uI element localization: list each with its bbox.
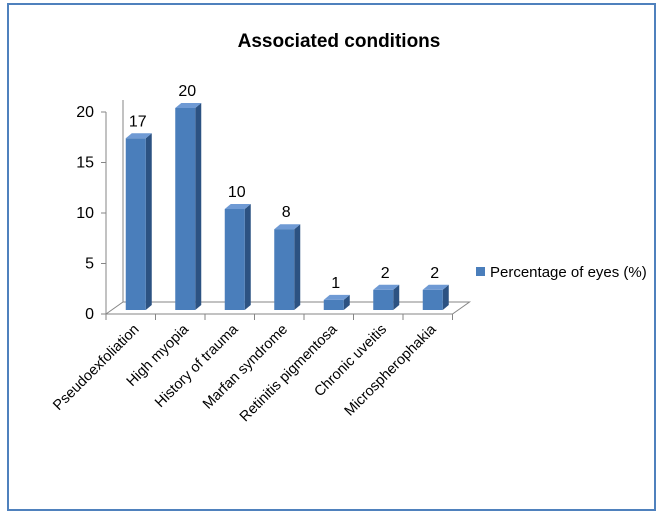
bar-top	[274, 224, 301, 230]
data-label: 2	[381, 265, 390, 282]
bar-side	[343, 294, 350, 310]
bar-top	[323, 294, 350, 300]
bar-front	[323, 299, 344, 310]
bar-top	[125, 133, 152, 139]
legend: Percentage of eyes (%)	[476, 264, 647, 281]
bar-side	[294, 224, 301, 310]
bar	[422, 284, 449, 310]
bar-top	[224, 204, 251, 209]
bar-top	[175, 103, 202, 108]
data-label: 17	[129, 113, 147, 130]
bar-front	[373, 289, 394, 310]
bar	[274, 224, 301, 310]
y-tick-label: 15	[76, 155, 94, 172]
bar-front	[125, 138, 146, 310]
category-label: Marfan syndrome	[200, 322, 291, 413]
chart-frame: Associated conditions 0 5 10 15 20 17 20 10 8 1 2…	[7, 3, 656, 511]
legend-label: Percentage of eyes (%)	[490, 264, 647, 281]
y-tick-label: 10	[76, 205, 94, 222]
floor	[104, 301, 472, 315]
bar-front	[422, 289, 443, 310]
bar-side	[145, 133, 152, 310]
bar	[373, 284, 400, 310]
chart-title: Associated conditions	[238, 31, 441, 52]
bar-chart: Associated conditions 0 5 10 15 20 17 20 10 8 1 2…	[50, 31, 647, 425]
bar	[125, 133, 152, 310]
bar-side	[442, 284, 449, 310]
category-label: Pseudoexfoliation	[50, 322, 142, 414]
bar-side	[195, 103, 202, 310]
bar	[224, 204, 251, 310]
data-label: 10	[228, 184, 246, 201]
bar-side	[393, 284, 400, 310]
bar-front	[224, 209, 245, 310]
data-label: 8	[282, 204, 291, 221]
y-tick-label: 0	[85, 306, 94, 323]
bar-side	[244, 204, 251, 310]
bars	[125, 103, 449, 310]
bar-front	[175, 108, 196, 310]
bar-top	[422, 284, 449, 290]
legend-swatch	[476, 267, 485, 276]
axes: 0 5 10 15 20	[76, 100, 472, 323]
data-label: 2	[430, 265, 439, 282]
bar-top	[373, 284, 400, 290]
bar	[323, 294, 350, 310]
y-tick-label: 20	[76, 104, 94, 121]
data-label: 20	[178, 83, 196, 100]
data-labels: 17 20 10 8 1 2 2	[129, 83, 439, 292]
y-tick-label: 5	[85, 256, 94, 273]
category-label: Retinitis pigmentosa	[237, 321, 341, 425]
bar-front	[274, 229, 295, 310]
data-label: 1	[331, 275, 340, 292]
bar	[175, 103, 202, 310]
category-label: Microspherophakia	[342, 321, 441, 420]
category-label: History of trauma	[152, 321, 242, 411]
